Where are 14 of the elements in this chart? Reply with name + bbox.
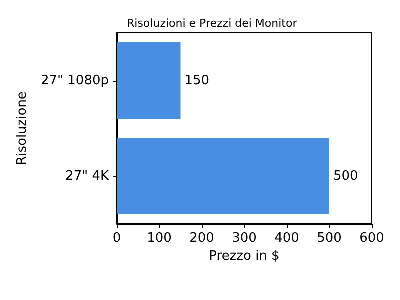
- x-tick-label: 300: [232, 231, 257, 246]
- x-axis-title: Prezzo in $: [209, 249, 280, 264]
- y-tick-label: 27" 4K: [66, 168, 110, 184]
- y-tick-label: 27" 1080p: [41, 73, 109, 88]
- data-label: 500: [334, 168, 358, 184]
- x-tick-label: 0: [112, 231, 122, 246]
- x-tick-label: 400: [274, 231, 300, 246]
- y-axis-title: Risoluzione: [15, 92, 30, 166]
- x-tick-label: 500: [317, 231, 342, 246]
- x-tick-label: 100: [147, 231, 172, 246]
- chart-title: Risoluzioni e Prezzi dei Monitor: [127, 17, 298, 30]
- x-tick-label: 200: [190, 231, 214, 246]
- data-label: 150: [184, 73, 210, 88]
- x-tick-label: 600: [360, 231, 384, 246]
